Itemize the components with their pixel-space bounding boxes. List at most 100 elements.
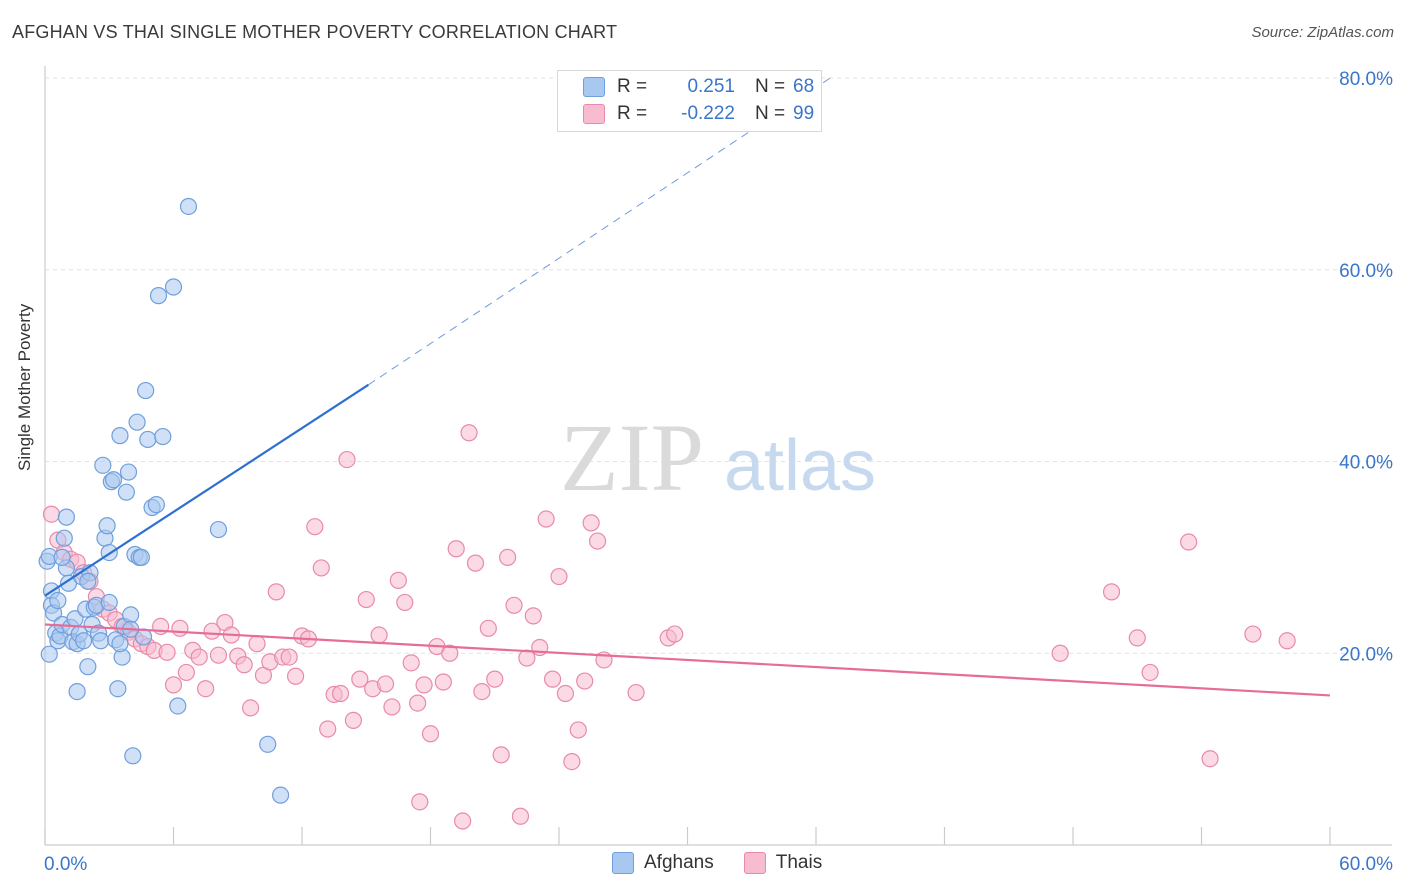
data-point-afghans	[169, 697, 187, 715]
data-point-thais	[376, 675, 395, 693]
legend-swatch-thais	[743, 852, 766, 874]
data-point-afghans	[149, 287, 168, 305]
legend-label-thais: Thais	[775, 852, 823, 873]
data-point-thais	[1102, 583, 1121, 601]
legend-n-value: 68	[793, 76, 815, 97]
data-point-thais	[1201, 750, 1219, 768]
data-point-thais	[411, 793, 429, 811]
data-point-afghans	[109, 680, 127, 698]
data-point-afghans	[124, 747, 142, 765]
y-tick-label: 80.0%	[1339, 69, 1393, 90]
axes	[44, 66, 1392, 846]
y-tick-label: 40.0%	[1339, 453, 1393, 474]
data-point-thais	[486, 670, 504, 688]
legend-label-afghans: Afghans	[644, 852, 714, 873]
data-point-afghans	[55, 529, 73, 547]
data-point-thais	[235, 656, 253, 674]
data-point-thais	[1244, 625, 1262, 643]
data-point-thais	[370, 626, 388, 644]
data-point-afghans	[147, 496, 165, 514]
data-point-thais	[1180, 533, 1198, 551]
data-point-thais	[666, 625, 684, 643]
data-point-thais	[319, 720, 337, 738]
legend-item-afghans[interactable]: Afghans	[612, 852, 714, 874]
data-point-thais	[473, 682, 491, 701]
data-point-thais	[190, 648, 208, 666]
legend-swatch-thais	[583, 104, 605, 124]
data-point-thais	[421, 725, 440, 743]
data-point-thais	[569, 721, 587, 739]
data-point-thais	[505, 596, 523, 614]
data-point-afghans	[68, 682, 86, 701]
data-point-thais	[164, 676, 183, 694]
legend-row-afghans: R = 0.251 N = 68	[558, 74, 814, 100]
data-point-afghans	[94, 456, 112, 474]
data-point-thais	[177, 663, 195, 682]
legend-swatch-afghans	[583, 77, 605, 97]
data-point-thais	[447, 540, 465, 558]
watermark: ZIP atlas	[560, 404, 876, 511]
data-point-afghans	[98, 517, 116, 535]
data-point-afghans	[154, 427, 172, 446]
data-point-afghans	[117, 483, 135, 501]
trend-lines	[44, 75, 1331, 697]
data-point-thais	[588, 532, 607, 550]
data-point-thais	[267, 583, 285, 601]
data-point-thais	[460, 424, 478, 442]
data-point-afghans	[259, 735, 277, 753]
data-point-afghans	[100, 593, 118, 612]
data-point-thais	[171, 619, 189, 637]
watermark-atlas: atlas	[724, 426, 876, 506]
x-tick-label: 60.0%	[1339, 854, 1393, 875]
data-point-thais	[402, 654, 420, 672]
data-point-thais	[344, 711, 362, 729]
data-point-thais	[441, 644, 459, 662]
data-point-afghans	[139, 430, 157, 449]
legend-r-label: R =	[617, 103, 648, 124]
data-point-thais	[331, 684, 350, 703]
data-point-thais	[389, 571, 407, 589]
tick-labels: 20.0% 40.0% 60.0% 80.0% 0.0% 60.0%	[44, 69, 1393, 875]
data-point-thais	[312, 559, 330, 577]
chart-source: Source: ZipAtlas.com	[1251, 24, 1394, 41]
data-point-thais	[492, 746, 510, 764]
data-point-afghans	[111, 427, 129, 445]
legend-item-thais[interactable]: Thais	[743, 852, 823, 874]
y-axis-label: Single Mother Poverty	[15, 303, 34, 471]
data-point-afghans	[122, 606, 140, 624]
data-point-thais	[396, 593, 414, 612]
watermark-zip: ZIP	[560, 404, 704, 511]
data-point-afghans	[53, 548, 71, 566]
data-point-thais	[576, 672, 594, 690]
data-point-thais	[306, 518, 324, 536]
legend-n-label: N =	[755, 76, 786, 97]
data-point-thais	[383, 698, 401, 716]
data-point-afghans	[92, 632, 110, 650]
data-point-thais	[563, 752, 581, 771]
data-point-thais	[203, 622, 221, 640]
data-point-thais	[1278, 632, 1296, 650]
data-point-thais	[499, 548, 517, 566]
data-point-afghans	[111, 635, 129, 653]
data-point-thais	[466, 554, 485, 572]
data-point-afghans	[132, 548, 150, 566]
legend-r-value: 0.251	[687, 76, 735, 97]
series-thais	[42, 424, 1296, 830]
data-point-afghans	[128, 413, 146, 431]
grid-lines	[45, 77, 1392, 654]
data-point-thais	[415, 676, 433, 694]
data-point-thais	[582, 514, 600, 532]
correlation-legend: R = 0.251 N = 68 R = -0.222 N = 99	[557, 70, 822, 132]
legend-row-thais: R = -0.222 N = 99	[558, 101, 814, 127]
data-point-afghans	[179, 197, 198, 216]
data-point-thais	[537, 510, 555, 528]
data-point-thais	[158, 643, 176, 661]
legend-n-label: N =	[755, 103, 786, 124]
data-point-thais	[556, 684, 575, 703]
data-point-thais	[543, 670, 562, 688]
legend-swatch-afghans	[612, 852, 634, 874]
data-point-afghans	[74, 632, 93, 650]
data-point-afghans	[40, 645, 58, 663]
data-point-afghans	[119, 463, 138, 481]
legend-r-label: R =	[617, 76, 648, 97]
